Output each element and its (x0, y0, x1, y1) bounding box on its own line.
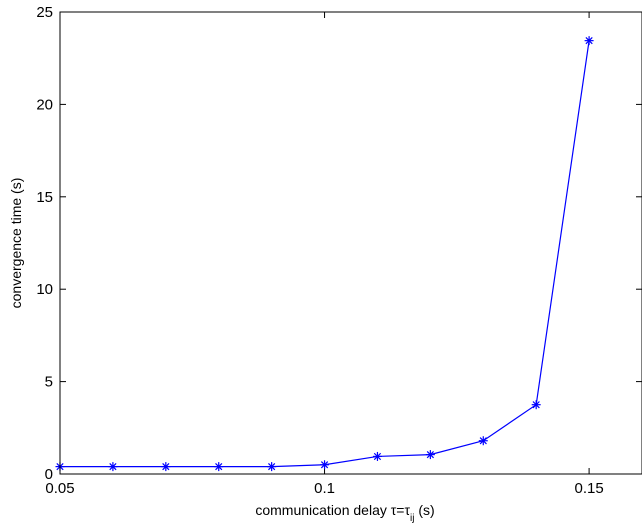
data-point (267, 462, 277, 472)
plot-background (60, 12, 642, 474)
y-tick-label: 0 (45, 466, 53, 483)
y-tick-label: 15 (36, 189, 53, 206)
data-point (372, 451, 382, 461)
x-tick-label: 0.05 (45, 480, 74, 497)
data-point (108, 462, 118, 472)
x-axis-title: communication delay τ=τij (s) (255, 502, 434, 524)
x-axis-title-subscript: ij (410, 513, 414, 524)
x-tick-label: 0.15 (574, 480, 603, 497)
y-tick-label: 25 (36, 4, 53, 21)
y-axis-title: convergence time (s) (8, 178, 24, 309)
data-point (531, 400, 541, 410)
data-point (584, 36, 594, 46)
y-tick-label: 10 (36, 281, 53, 298)
y-tick-label: 5 (45, 374, 53, 391)
plot-frame (59, 11, 642, 475)
data-point (161, 462, 171, 472)
data-point (478, 436, 488, 446)
y-tick-label: 20 (36, 96, 53, 113)
tick-labels: 0.05 0.1 0.15 0 5 10 15 20 25 (36, 4, 603, 497)
data-point (214, 462, 224, 472)
data-point (320, 460, 330, 470)
data-point (425, 450, 435, 460)
series-layer (55, 36, 594, 472)
x-tick-label: 0.1 (314, 480, 335, 497)
